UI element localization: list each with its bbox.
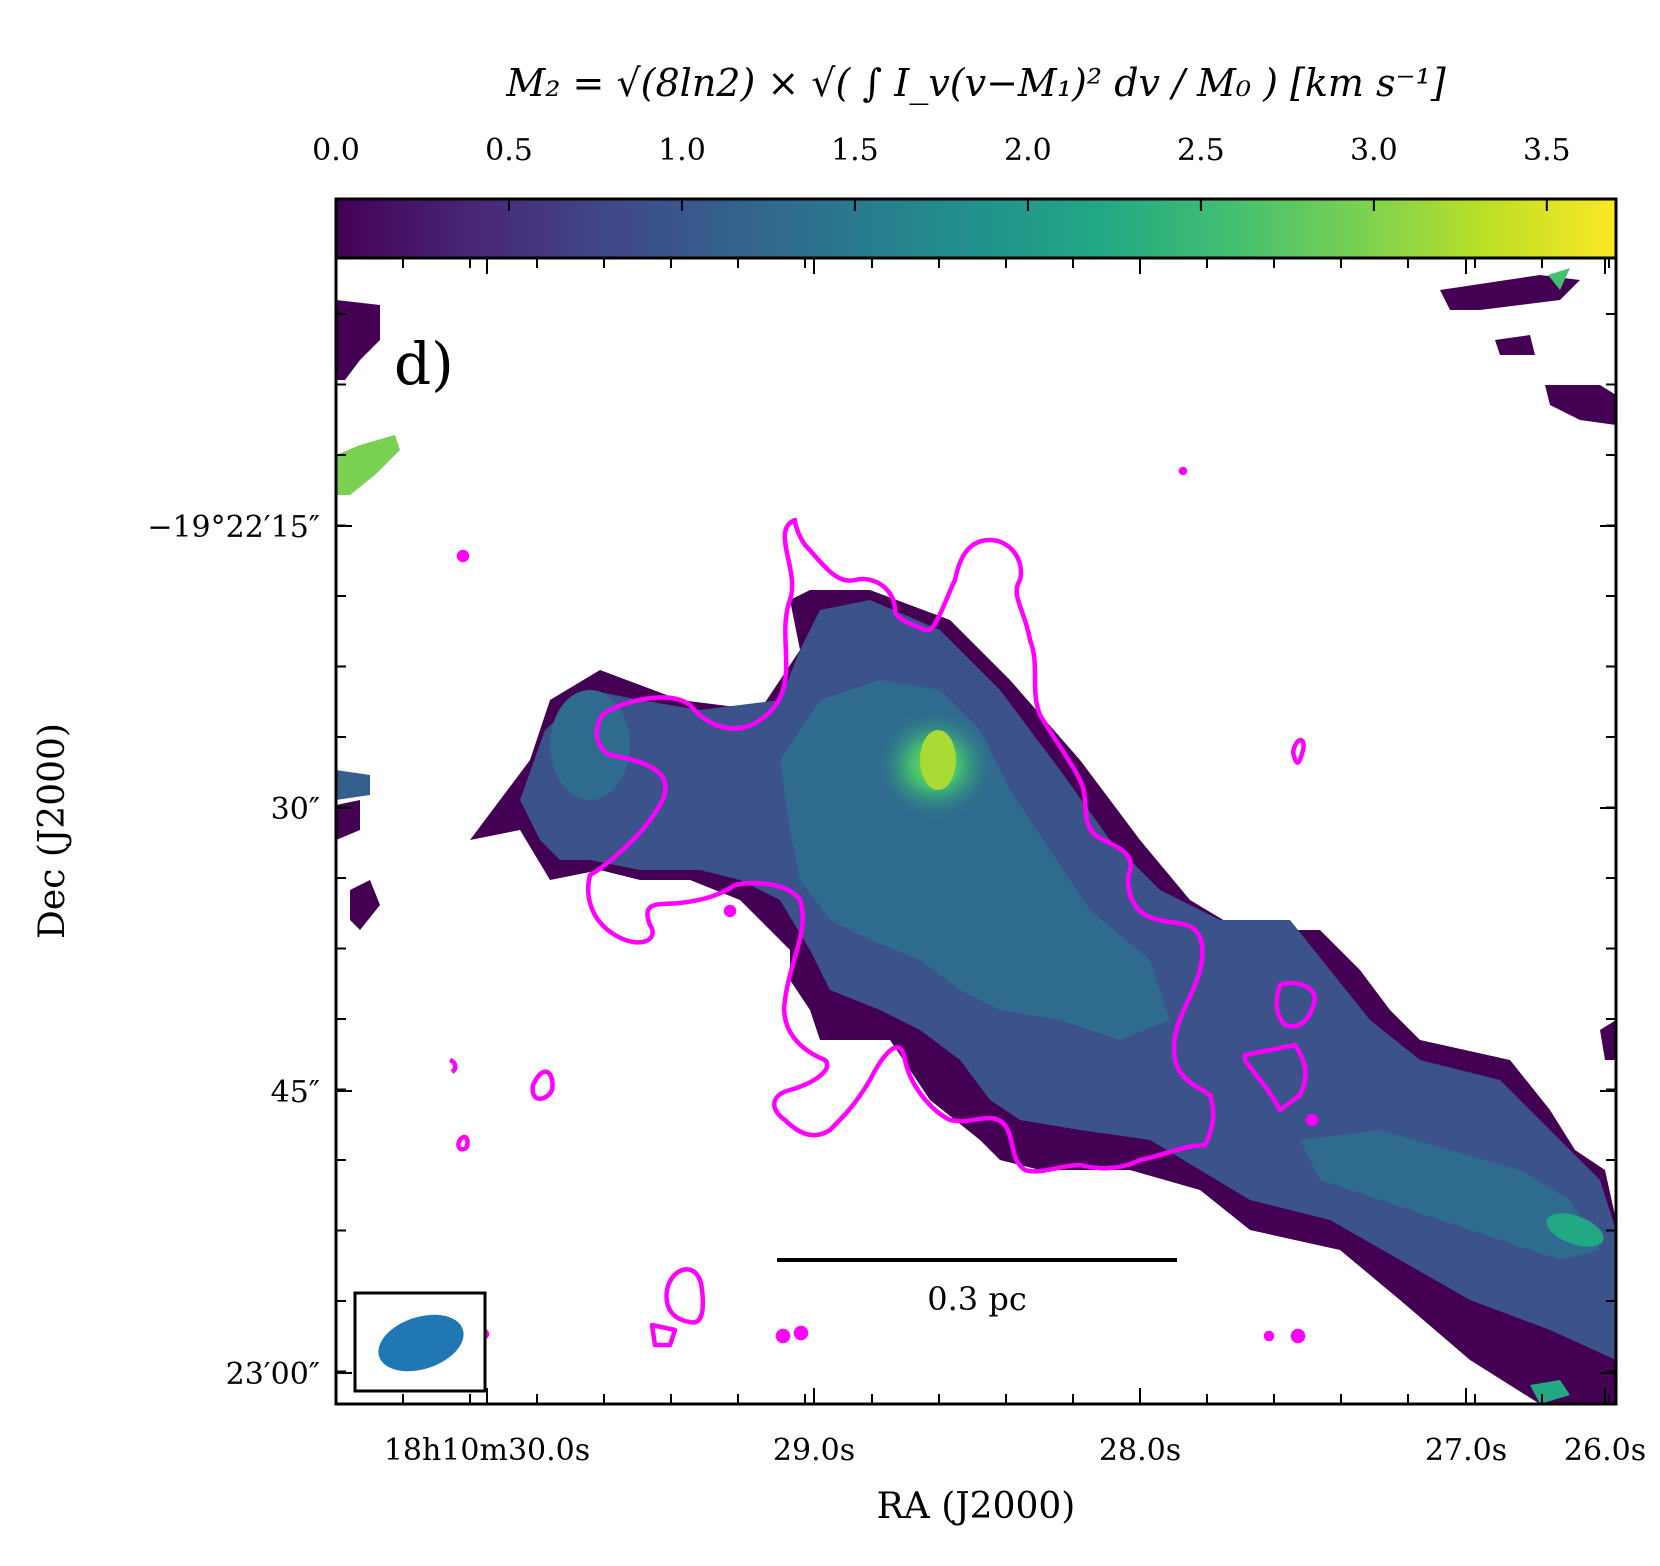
fragment-s-bright (1530, 1380, 1570, 1404)
y-tick-label: 30″ (271, 792, 320, 827)
scale-bar: 0.3 pc (777, 1258, 1177, 1318)
contour-w-2 (448, 1057, 458, 1074)
colorbar-tick-label: 2.0 (1004, 133, 1052, 168)
y-tick-label: 23′00″ (226, 1357, 320, 1392)
contour-dot-7 (1290, 1328, 1306, 1344)
contour-dot-5 (793, 1325, 809, 1341)
colorbar-tick-label: 0.5 (485, 133, 533, 168)
contour-dot-1 (456, 549, 470, 563)
x-tick-label: 26.0s (1564, 1433, 1646, 1468)
x-tick-labels: 18h10m30.0s 29.0s 28.0s 27.0s 26.0s (384, 258, 1646, 1468)
fragment-ne-bright (1548, 268, 1570, 290)
contour-dot-6 (1263, 1330, 1275, 1342)
y-axis-title: Dec (J2000) (32, 723, 73, 939)
colorbar-tick-label: 1.0 (658, 133, 706, 168)
fragment-e-dark (1545, 385, 1616, 425)
contour-s-1 (664, 1267, 706, 1325)
fragment-ne-small (1495, 335, 1535, 355)
colorbar-label: M₂ = √(8ln2) × √( ∫ I_v(v−M₁)² dv / M₀ )… (505, 61, 1446, 106)
y-tick-labels: −19°22′15″ 30″ 45″ 23′00″ (147, 510, 1616, 1392)
colorbar-ticks (335, 199, 1548, 211)
minor-x-ticks (402, 258, 1610, 1404)
contour-dot-3 (723, 904, 737, 918)
fragment-e-edge (1600, 1020, 1616, 1060)
hot-core-peak (920, 730, 956, 790)
x-tick-label: 29.0s (773, 1433, 855, 1468)
contours (448, 466, 1319, 1348)
contour-w-1 (530, 1069, 555, 1101)
colorbar-gradient (334, 197, 1618, 260)
scale-bar-label: 0.3 pc (927, 1280, 1026, 1318)
beam-ellipse (378, 1314, 464, 1372)
fragment-ne-dark (1440, 275, 1580, 310)
contour-w-3 (456, 1134, 470, 1152)
contour-main (586, 517, 1216, 1174)
colorbar-tick-labels: 0.0 0.5 1.0 1.5 2.0 2.5 3.0 3.5 (312, 133, 1571, 168)
western-clump (550, 690, 630, 800)
colorbar-tick-label: 2.5 (1177, 133, 1225, 168)
colorbar-tick-label: 3.0 (1350, 133, 1398, 168)
fragment-nw-dark (336, 300, 380, 380)
tail-bright-spot (1546, 1213, 1604, 1247)
colorbar-tick-label: 1.5 (831, 133, 879, 168)
contour-s-2 (649, 1322, 678, 1348)
y-tick-label: −19°22′15″ (147, 510, 320, 545)
panel-label: d) (394, 330, 454, 398)
axes-frame (334, 256, 1618, 1406)
colorbar-tick-label: 3.5 (1523, 133, 1571, 168)
moment2-map (336, 268, 1616, 1404)
contour-e-1 (1274, 980, 1318, 1029)
fragment-w-clump (336, 770, 370, 800)
fragment-nw-bright (336, 435, 400, 495)
x-axis-title: RA (J2000) (877, 1486, 1076, 1527)
y-tick-label: 45″ (271, 1075, 320, 1110)
beam-box (353, 1291, 487, 1393)
contour-dot-4 (775, 1328, 791, 1344)
x-tick-label: 27.0s (1425, 1433, 1507, 1468)
contour-dot-8 (1305, 1113, 1319, 1127)
colorbar: 0.0 0.5 1.0 1.5 2.0 2.5 3.0 3.5 M₂ = √(8ln2) × … (312, 61, 1618, 260)
fragment-w-dark (336, 800, 360, 840)
colorbar-tick-label: 0.0 (312, 133, 360, 168)
x-tick-label: 18h10m30.0s (384, 1433, 590, 1468)
contour-dot-2 (1178, 466, 1188, 476)
contour-e-2 (1242, 1042, 1308, 1113)
x-tick-label: 28.0s (1099, 1433, 1181, 1468)
filament-tail-mid (1300, 1130, 1600, 1260)
fragment-w-lower (350, 880, 380, 930)
contour-e-3 (1290, 737, 1306, 765)
